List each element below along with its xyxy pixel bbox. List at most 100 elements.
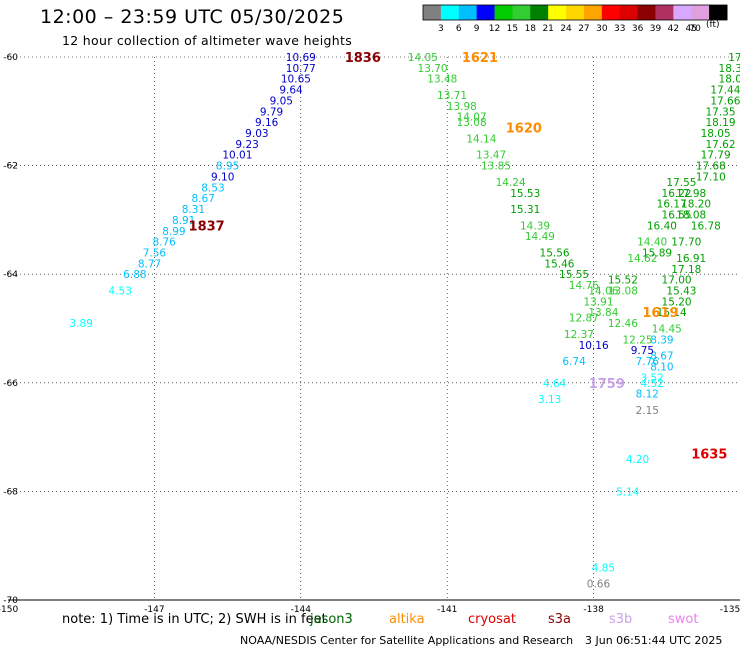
swh-data-label: 10.69	[286, 52, 316, 64]
color-scale-frame	[422, 4, 728, 21]
x-tick-label: -150	[0, 605, 18, 615]
y-tick-label: -60	[3, 53, 18, 63]
chart-subtitle: 12 hour collection of altimeter wave hei…	[62, 33, 353, 48]
color-scale-swatch	[709, 5, 728, 20]
swh-data-label: 8.77	[138, 258, 161, 270]
swh-data-label: 13.71	[437, 90, 467, 102]
swh-data-label: 13.91	[583, 296, 613, 308]
swh-data-label: 8.39	[650, 334, 673, 346]
swh-data-label: 9.16	[255, 117, 279, 129]
pass-labels: 18361837162116201619175916351617	[189, 51, 728, 462]
swh-data-label: 17.10	[696, 171, 726, 183]
swh-data-label: 15.56	[540, 247, 570, 259]
swh-data-label: 15.14	[657, 307, 687, 319]
swh-data-label: 17.44	[710, 85, 740, 97]
swh-data-label: 3.13	[538, 394, 561, 406]
swh-data-label: 8.31	[182, 204, 205, 216]
swh-data-label: 8.95	[216, 161, 239, 173]
swh-data-label: 13.84	[588, 307, 618, 319]
x-tick-label: -135	[720, 605, 740, 615]
color-scale-tick: 3	[438, 24, 444, 34]
swh-data-label: 8.10	[650, 362, 673, 374]
mission-legend-s3a: s3a	[548, 612, 572, 627]
swh-data-label: 8.76	[152, 237, 176, 249]
swh-data-label: 18.08	[676, 209, 706, 221]
color-scale-swatch	[548, 5, 567, 20]
swh-data-label: 8.99	[162, 226, 185, 238]
color-scale-swatch	[673, 5, 692, 20]
pass-number-label: 1619	[642, 306, 678, 321]
swh-data-label: 15.43	[666, 285, 696, 297]
color-scale-tick: 70	[689, 24, 701, 34]
swh-data-label: 16.91	[676, 253, 706, 265]
swh-data-label: 12.25	[622, 334, 652, 346]
mission-legend-altika: altika	[389, 612, 425, 627]
swh-data-label: 8.53	[201, 182, 224, 194]
pass-number-label: 1836	[345, 51, 381, 66]
swh-data-label: 6.88	[123, 269, 146, 281]
color-scale-tick: 36	[632, 24, 644, 34]
y-tick-label: -64	[3, 270, 18, 280]
swh-data-label: 14.07	[457, 112, 487, 124]
swh-data-label: 14.76	[569, 280, 599, 292]
swh-data-label: 15.31	[510, 204, 540, 216]
swh-data-label: 9.23	[235, 139, 258, 151]
swh-data-label: 13.98	[447, 101, 477, 113]
color-scale-swatch	[566, 5, 585, 20]
swh-data-label: 6.74	[562, 356, 586, 368]
swh-data-label: 14.24	[496, 177, 526, 189]
swh-data-label: 17.35	[705, 106, 735, 118]
color-scale-swatch	[637, 5, 656, 20]
swh-data-label: 8.91	[172, 215, 195, 227]
color-scale-tick: 45	[686, 24, 697, 34]
color-scale-tick: 12	[489, 24, 500, 34]
swh-data-label: 8.67	[650, 351, 673, 363]
swh-data-label: 16.78	[691, 220, 721, 232]
swh-data-label: 17.70	[671, 237, 701, 249]
color-scale-tick: 39	[650, 24, 662, 34]
color-scale-tick: 42	[668, 24, 679, 34]
swh-data-label: 16.55	[662, 209, 692, 221]
color-scale-tick: 33	[614, 24, 625, 34]
y-tick-label: -68	[3, 487, 18, 497]
swh-data-label: 3.52	[640, 372, 663, 384]
swh-data-label: 2.15	[636, 405, 659, 417]
swh-data-label: 16.22	[662, 188, 692, 200]
generated-timestamp: 3 Jun 06:51:44 UTC 2025	[585, 634, 723, 647]
swh-data-label: 13.08	[608, 285, 638, 297]
color-scale-swatch	[655, 5, 674, 20]
swh-data-label: 14.06	[588, 285, 618, 297]
color-scale-tick: 6	[456, 24, 462, 34]
swh-data-label: 17.66	[710, 95, 740, 107]
color-scale-swatch	[440, 5, 460, 20]
swh-data-label: 7.76	[636, 356, 660, 368]
swh-data-label: 17.00	[662, 275, 692, 287]
swh-data-label: 8.67	[192, 193, 215, 205]
color-scale-swatch	[691, 5, 710, 20]
swh-data-label: 14.49	[525, 231, 555, 243]
color-scale-tick: 15	[507, 24, 518, 34]
swh-data-label: 14.05	[408, 52, 438, 64]
swh-data-label: 18.19	[705, 117, 735, 129]
swh-data-label: 17.62	[705, 139, 735, 151]
swh-data-label: 18.0	[719, 74, 740, 86]
pass-number-label: 1620	[506, 122, 542, 137]
swh-data-label: 17.4	[728, 52, 740, 64]
swh-data-label: 18.05	[701, 128, 731, 140]
mission-legend-cryosat: cryosat	[468, 612, 516, 627]
swh-data-label: 8.12	[636, 389, 659, 401]
swh-data-label: 18.3	[719, 63, 740, 75]
credit-line: NOAA/NESDIS Center for Satellite Applica…	[240, 634, 574, 647]
swh-data-label: 17.68	[696, 161, 726, 173]
color-scale-swatch	[476, 5, 496, 20]
color-scale-tick: 30	[596, 24, 608, 34]
swh-data-label: 4.64	[543, 378, 567, 390]
page-title: 12:00 – 23:59 UTC 05/30/2025	[40, 6, 345, 28]
swh-data-label: 14.40	[637, 237, 667, 249]
color-scale-swatch	[583, 5, 603, 20]
x-tick-label: -144	[291, 605, 312, 615]
swh-data-label: 10.65	[281, 74, 311, 86]
color-scale-unit: (ft)	[706, 20, 720, 30]
